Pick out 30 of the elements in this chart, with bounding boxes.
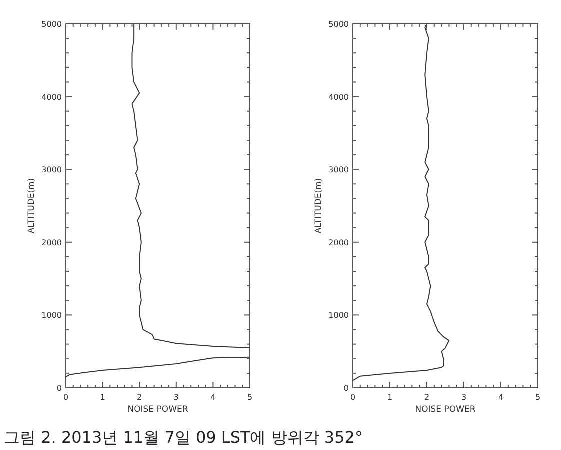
y-tick-label: 2000: [328, 238, 349, 248]
x-tick-label: 0: [63, 393, 69, 402]
x-tick-label: 2: [424, 393, 430, 402]
x-tick-label: 5: [535, 393, 541, 402]
y-tick-label: 3000: [328, 166, 349, 175]
line-series: [352, 24, 450, 382]
x-tick-label: 0: [350, 393, 356, 402]
x-axis-title: NOISE POWER: [415, 405, 476, 415]
x-tick-label: 4: [498, 393, 504, 402]
y-tick-label: 4000: [328, 92, 349, 102]
y-tick-label: 2000: [42, 238, 62, 248]
caption: 그림 2. 2013년 11월 7일 09 LST에 방위각 352°: [4, 428, 363, 447]
x-tick-label: 3: [174, 393, 179, 402]
x-tick-label: 2: [137, 393, 142, 402]
x-axis-title: NOISE POWER: [128, 405, 188, 415]
x-tick-label: 1: [387, 393, 393, 402]
y-tick-label: 3000: [42, 166, 62, 175]
y-tick-label: 5000: [328, 20, 349, 29]
x-tick-label: 1: [100, 393, 106, 402]
x-tick-label: 5: [247, 393, 253, 402]
y-axis-title: ALTITUDE(m): [314, 178, 324, 234]
y-tick-label: 4000: [42, 92, 62, 102]
y-tick-label: 1000: [42, 311, 62, 320]
y-tick-label: 0: [56, 384, 62, 393]
y-tick-label: 0: [344, 384, 349, 393]
x-tick-label: 3: [461, 393, 467, 402]
y-tick-label: 5000: [42, 20, 62, 29]
y-axis-title: ALTITUDE(m): [27, 178, 37, 234]
x-tick-label: 4: [210, 393, 216, 402]
y-tick-label: 1000: [328, 311, 349, 320]
